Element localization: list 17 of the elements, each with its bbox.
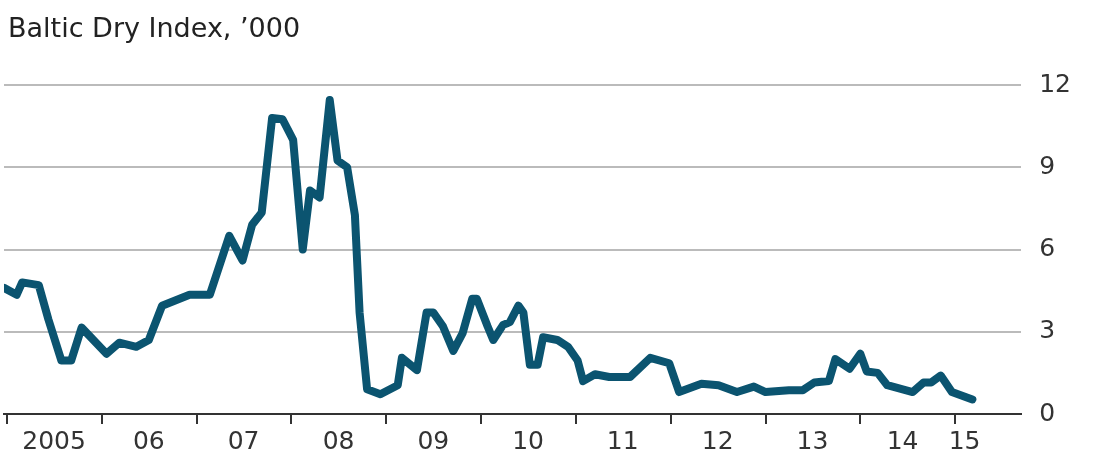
x-tick-label: 12 — [701, 425, 734, 455]
x-tick-label: 11 — [606, 425, 639, 455]
x-tick-label: 14 — [886, 425, 919, 455]
x-tick-label: 08 — [322, 425, 355, 455]
y-tick-label: 9 — [1039, 150, 1056, 180]
y-tick-label: 0 — [1039, 397, 1056, 427]
x-tick-label: 10 — [512, 425, 544, 455]
x-tick-label: 09 — [417, 425, 450, 455]
x-tick-label: 07 — [227, 425, 260, 455]
chart-title: Baltic Dry Index, ’000 — [8, 12, 301, 43]
x-tick-label: 15 — [948, 425, 981, 455]
y-tick-label: 3 — [1039, 315, 1056, 345]
x-tick-label: 13 — [796, 425, 829, 455]
y-tick-label: 6 — [1039, 233, 1056, 262]
x-tick-label: 06 — [132, 425, 165, 455]
y-tick-label: 12 — [1039, 68, 1071, 98]
x-tick-label: 2005 — [22, 425, 86, 455]
